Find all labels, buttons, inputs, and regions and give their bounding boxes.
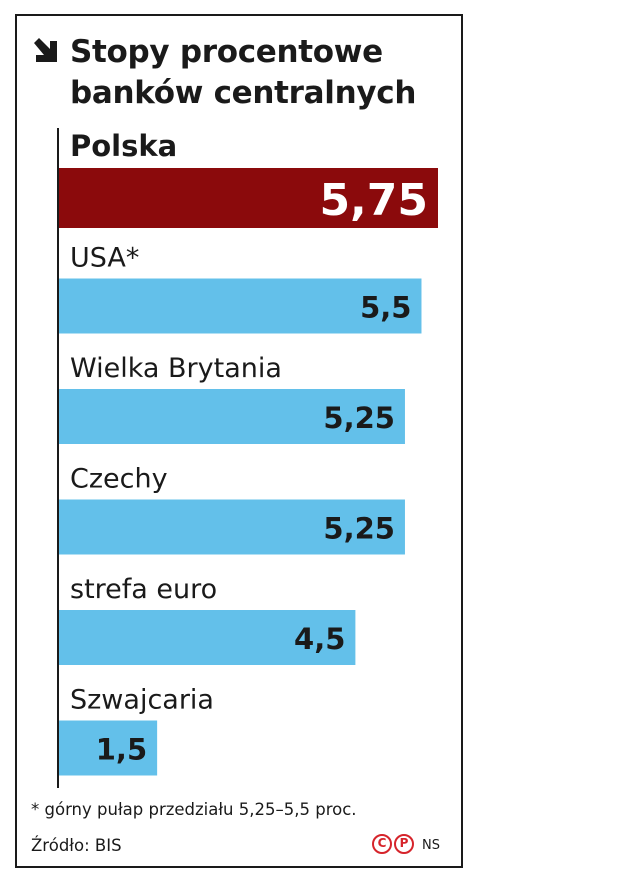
chart-title: Stopy procentowe banków centralnych xyxy=(70,32,416,114)
chart-title-line-2: banków centralnych xyxy=(70,75,417,111)
data-label: 4,5 xyxy=(294,622,345,656)
category-label: Polska xyxy=(70,129,177,163)
data-label: 5,5 xyxy=(360,291,411,325)
data-label: 5,25 xyxy=(323,512,395,546)
category-label: Wielka Brytania xyxy=(70,353,282,384)
data-label: 5,75 xyxy=(319,175,428,226)
credits: C P NS xyxy=(372,834,440,854)
bar xyxy=(59,168,438,228)
data-label: 5,25 xyxy=(323,401,395,435)
category-label: Szwajcaria xyxy=(70,685,214,716)
bar xyxy=(59,389,405,444)
bar xyxy=(59,720,158,776)
bar xyxy=(59,499,405,555)
footnote: * górny pułap przedziału 5,25–5,5 proc. xyxy=(31,800,357,819)
copyright-c-icon: C xyxy=(372,834,392,854)
category-label: USA* xyxy=(70,243,139,274)
category-label: strefa euro xyxy=(70,574,217,605)
bar xyxy=(59,278,422,334)
copyright-p-icon: P xyxy=(394,834,414,854)
source-note: Źródło: BIS xyxy=(31,836,122,855)
data-label: 1,5 xyxy=(96,733,147,767)
author-initials: NS xyxy=(422,838,440,853)
bar xyxy=(59,610,356,665)
chart-title-line-1: Stopy procentowe xyxy=(70,34,383,70)
arrow-down-right-icon xyxy=(34,38,57,62)
category-label: Czechy xyxy=(70,464,168,495)
